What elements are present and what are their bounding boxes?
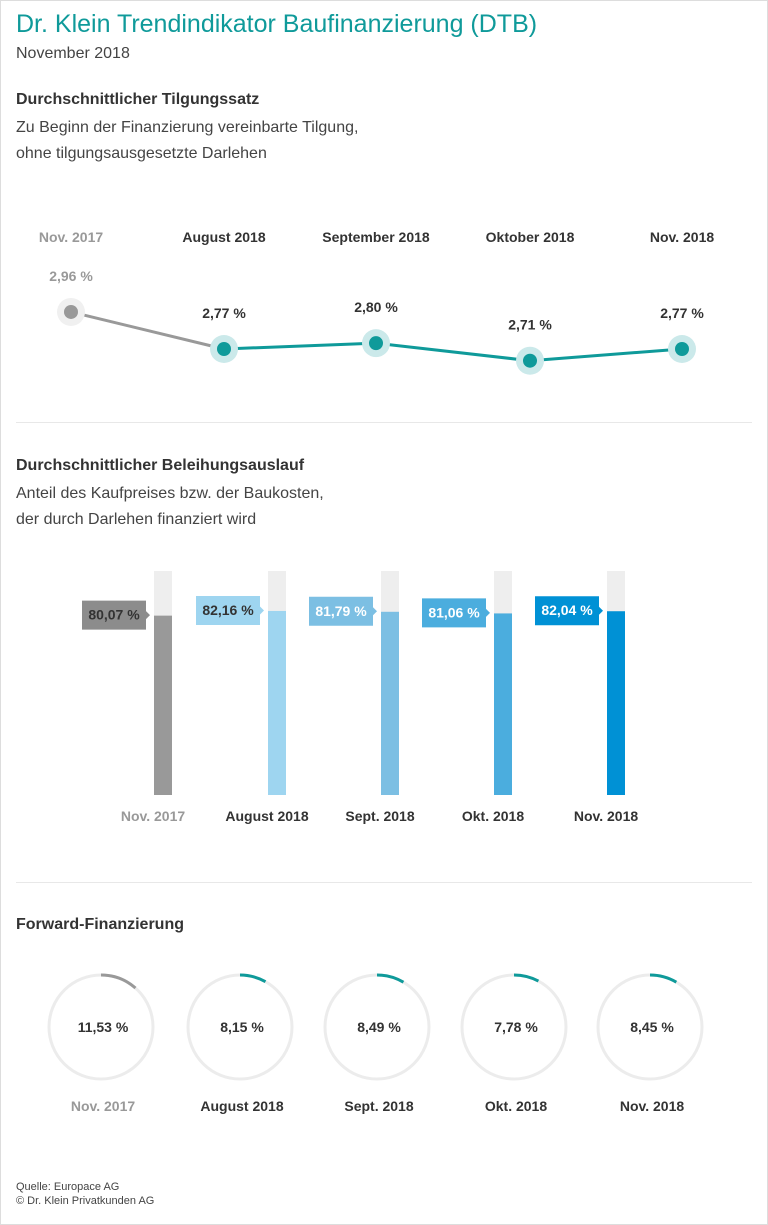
- bar-value-label: 80,07 %: [88, 607, 140, 623]
- line-point: [523, 353, 537, 368]
- desc-line: Anteil des Kaufpreises bzw. der Baukoste…: [16, 485, 324, 502]
- donut-value-label: 8,45 %: [630, 1019, 674, 1035]
- bar: [494, 613, 512, 795]
- desc-line: der durch Darlehen finanziert wird: [16, 511, 257, 528]
- line-value-label: 2,71 %: [508, 317, 552, 333]
- bar-value-label: 82,16 %: [202, 602, 254, 618]
- source-note: Quelle: Europace AG: [16, 1181, 120, 1193]
- bar-value-badge: [82, 600, 150, 630]
- line-category-label: Nov. 2018: [650, 229, 715, 245]
- donut-arc: [100, 973, 137, 990]
- bar-value-label: 82,04 %: [541, 602, 593, 618]
- line-value-label: 2,77 %: [660, 305, 704, 321]
- desc-line: ohne tilgungsausgesetzte Darlehen: [16, 145, 267, 162]
- bar-value-label: 81,79 %: [315, 603, 367, 619]
- donut-arc: [649, 973, 678, 984]
- donut-arc: [376, 973, 405, 984]
- line-segment: [223, 341, 377, 351]
- bar-value-badge: [309, 596, 377, 626]
- donut-arc: [239, 973, 267, 984]
- section-title-tilgung: Durchschnittlicher Tilgungssatz: [16, 91, 260, 108]
- line-segment: [70, 310, 225, 351]
- section-title-beleihung: Durchschnittlicher Beleihungsauslauf: [16, 457, 305, 474]
- bar-value-badge: [196, 595, 264, 625]
- bar: [381, 611, 399, 795]
- line-point: [369, 336, 383, 351]
- bar-category-label: Nov. 2017: [121, 808, 186, 824]
- line-category-label: September 2018: [322, 229, 430, 245]
- bar-value-label: 81,06 %: [428, 604, 480, 620]
- line-category-label: Nov. 2017: [39, 229, 104, 245]
- section-desc-tilgung: Zu Beginn der Finanzierung vereinbarte T…: [16, 115, 358, 167]
- donut-category-label: Nov. 2017: [71, 1098, 136, 1114]
- bar-category-label: August 2018: [225, 808, 308, 824]
- donut-category-label: August 2018: [200, 1098, 283, 1114]
- donut-value-label: 8,49 %: [357, 1019, 401, 1035]
- divider: [16, 422, 752, 423]
- donut-value-label: 11,53 %: [78, 1019, 129, 1035]
- donut-value-label: 8,15 %: [220, 1019, 264, 1035]
- line-segment: [375, 341, 531, 363]
- bar-category-label: Nov. 2018: [574, 808, 639, 824]
- line-category-label: August 2018: [182, 229, 265, 245]
- line-value-label: 2,80 %: [354, 299, 398, 315]
- donut-category-label: Okt. 2018: [485, 1098, 547, 1114]
- section-title-forward: Forward-Finanzierung: [16, 916, 184, 933]
- line-point: [217, 342, 231, 356]
- line-segment: [529, 347, 683, 363]
- donut-arc: [513, 973, 540, 983]
- line-value-label: 2,77 %: [202, 305, 246, 321]
- bar-value-badge: [535, 596, 603, 626]
- copyright-note: © Dr. Klein Privatkunden AG: [16, 1195, 155, 1207]
- donut-category-label: Nov. 2018: [620, 1098, 685, 1114]
- page-subtitle: November 2018: [16, 45, 130, 62]
- section-desc-beleihung: Anteil des Kaufpreises bzw. der Baukoste…: [16, 481, 324, 533]
- line-value-label: 2,96 %: [49, 268, 93, 284]
- bar-category-label: Sept. 2018: [345, 808, 414, 824]
- divider: [16, 882, 752, 883]
- donut-category-label: Sept. 2018: [344, 1098, 413, 1114]
- bar-category-label: Okt. 2018: [462, 808, 524, 824]
- donut-value-label: 7,78 %: [494, 1019, 538, 1035]
- line-point: [675, 342, 689, 356]
- bar: [607, 611, 625, 795]
- line-point: [64, 304, 78, 319]
- line-category-label: Oktober 2018: [486, 229, 575, 245]
- desc-line: Zu Beginn der Finanzierung vereinbarte T…: [16, 119, 359, 136]
- bar: [268, 610, 286, 795]
- bar: [154, 615, 172, 795]
- page-title: Dr. Klein Trendindikator Baufinanzierung…: [16, 10, 538, 38]
- bar-value-badge: [422, 598, 490, 628]
